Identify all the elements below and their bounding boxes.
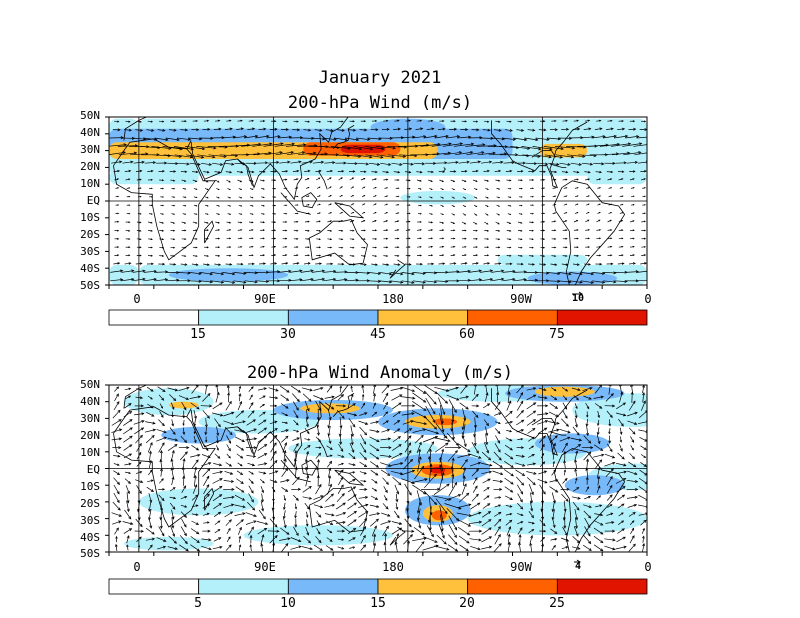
p2-lat-eq: EQ [86, 463, 100, 476]
p2-gridlines [109, 385, 647, 552]
panel2-title: 200-hPa Wind Anomaly (m/s) [246, 363, 514, 383]
p2-lon-90w: 90W [510, 560, 532, 574]
p2-lat-50s: 50S [80, 547, 100, 560]
p2-ref-vector-arrow [574, 559, 581, 565]
main-title: January 2021 [318, 68, 442, 88]
p2-ref-vector-label: 4 [574, 561, 582, 572]
p1-lon-90e: 90E [254, 292, 276, 306]
p2-lat-30n: 30N [80, 412, 100, 425]
p1-lat-40s: 40S [80, 262, 100, 275]
p1-colorbar [108, 309, 648, 326]
p2-lon-0: 0 [133, 560, 141, 574]
p2-lon-90e: 90E [254, 560, 276, 574]
p2-lat-40n: 40N [80, 395, 100, 408]
p2-cb-10: 10 [280, 596, 296, 611]
p1-cb-15: 15 [190, 327, 206, 342]
p1-lat-50n: 50N [80, 109, 100, 122]
p2-lat-50n: 50N [80, 378, 100, 391]
p2-lat-10n: 10N [80, 446, 100, 459]
p1-tick-marks [105, 116, 648, 289]
p1-ref-vector-label: 10 [571, 293, 585, 304]
p1-lat-10n: 10N [80, 177, 100, 190]
p2-lat-10s: 10S [80, 480, 100, 493]
p2-lat-20n: 20N [80, 429, 100, 442]
p1-lat-20s: 20S [80, 228, 100, 241]
p1-cb-60: 60 [459, 327, 475, 342]
p1-cb-30: 30 [280, 327, 296, 342]
p2-cb-15: 15 [370, 596, 386, 611]
p1-lon-90w: 90W [510, 292, 532, 306]
p1-lon-0-east: 0 [644, 292, 652, 306]
p1-lat-40n: 40N [80, 126, 100, 139]
p1-lat-10s: 10S [80, 211, 100, 224]
p1-gridlines [109, 117, 647, 285]
p1-lat-eq: EQ [86, 194, 100, 207]
p1-lon-180: 180 [382, 292, 404, 306]
p2-lon-0-east: 0 [644, 560, 652, 574]
p2-lon-180: 180 [382, 560, 404, 574]
panel1-title: 200-hPa Wind (m/s) [287, 93, 473, 113]
p1-lat-30s: 30S [80, 245, 100, 258]
p1-lat-50s: 50S [80, 279, 100, 292]
p2-colorbar [108, 578, 648, 595]
p2-cb-25: 25 [549, 596, 565, 611]
p1-coastlines [113, 117, 626, 285]
p2-cb-20: 20 [459, 596, 475, 611]
p2-cb-5: 5 [194, 596, 202, 611]
p1-cb-45: 45 [370, 327, 386, 342]
p1-lat-30n: 30N [80, 143, 100, 156]
p2-lat-30s: 30S [80, 514, 100, 527]
p2-lat-20s: 20S [80, 497, 100, 510]
p2-tick-marks [105, 384, 648, 556]
p1-lat-20n: 20N [80, 160, 100, 173]
p2-lat-40s: 40S [80, 531, 100, 544]
p1-ref-vector-arrow [572, 291, 583, 297]
p1-lon-0: 0 [133, 292, 141, 306]
p1-cb-75: 75 [549, 327, 565, 342]
